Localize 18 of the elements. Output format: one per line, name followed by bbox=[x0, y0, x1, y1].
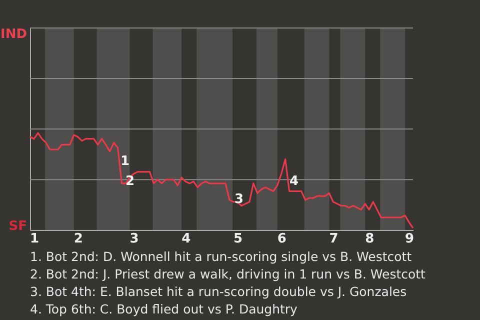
text: 2. Bot 2nd: J. Priest drew a walk, driving in 1 run vs B. Westcott bbox=[30, 266, 426, 282]
annotation: 4 bbox=[289, 174, 299, 189]
x-tick-label: 8 bbox=[365, 232, 374, 246]
text: IND bbox=[0, 27, 28, 42]
x-tick-label: 1 bbox=[30, 232, 40, 246]
x-tick-label: 4 bbox=[182, 232, 191, 246]
text: 4. Top 6th: C. Boyd flied out vs P. Daughtry bbox=[30, 302, 298, 316]
annotation: 2 bbox=[125, 174, 135, 189]
x-tick-label: 5 bbox=[233, 232, 242, 246]
text: 1. Bot 2nd: D. Wonnell hit a run-scoring single vs B. Westcott bbox=[30, 249, 412, 264]
text: 3. Bot 4th: E. Blanset hit a run-scoring double vs J. Gonzales bbox=[30, 284, 407, 299]
annotation: 1 bbox=[120, 154, 130, 169]
text: SF bbox=[8, 219, 27, 234]
x-tick-label: 7 bbox=[329, 232, 338, 246]
x-tick-label: 6 bbox=[277, 232, 286, 246]
x-tick-label: 9 bbox=[404, 232, 414, 246]
x-tick-label: 2 bbox=[74, 232, 83, 246]
x-tick-label: 3 bbox=[130, 232, 139, 246]
